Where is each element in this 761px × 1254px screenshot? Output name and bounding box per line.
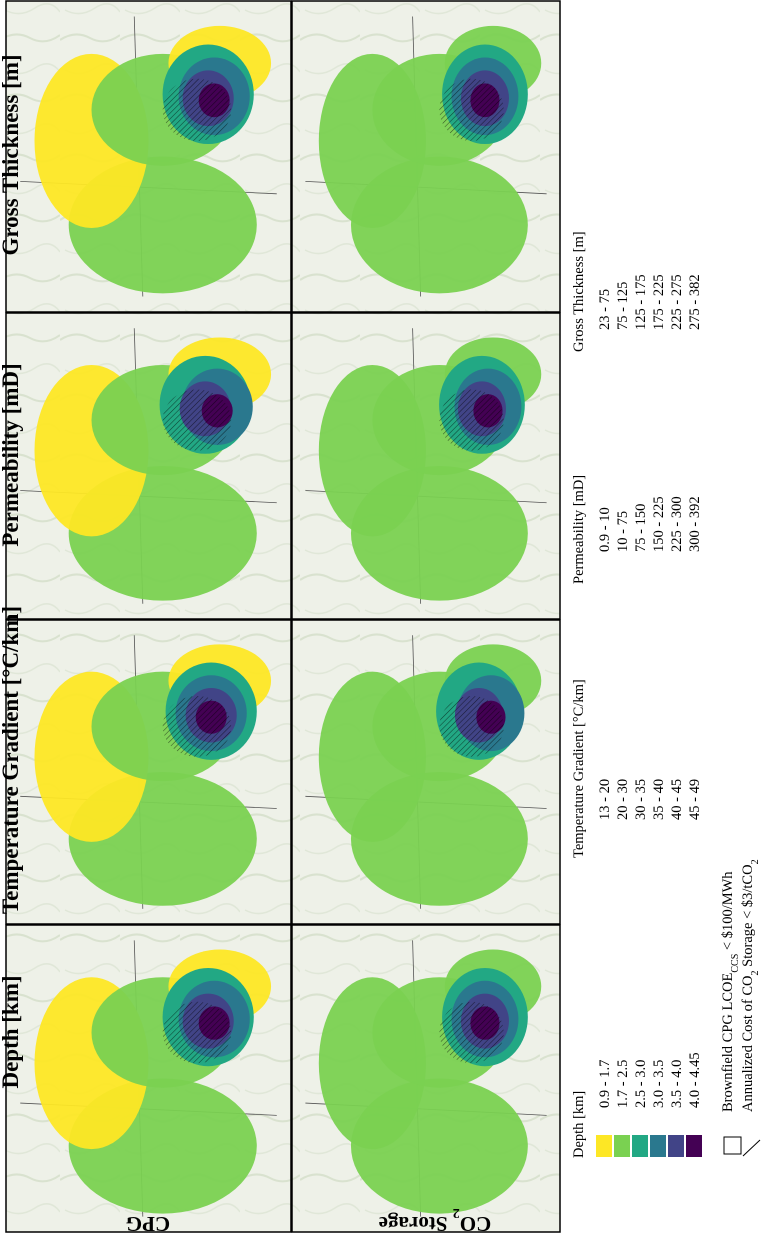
legend-swatch-3 <box>632 1135 648 1157</box>
map-panel-cpg-depth <box>291 924 561 1233</box>
legend-title-gross-thickness: Gross Thickness [m] <box>571 231 587 352</box>
legend-range-2-1: 10 - 75 <box>615 511 631 552</box>
legend-range-0-1: 1.7 - 2.5 <box>615 1060 631 1108</box>
brownfield-box-icon <box>723 1136 742 1155</box>
hatch-zone <box>162 1001 232 1064</box>
legend-title-depth: Depth [km] <box>571 1091 587 1158</box>
hatch-line-icon <box>742 1139 761 1157</box>
hatch-zone <box>162 696 232 757</box>
panel-border <box>291 0 561 313</box>
column-title-gross-thickness: Gross Thickness [m] <box>0 54 23 255</box>
legend-range-0-5: 4.0 - 4.45 <box>687 1052 703 1108</box>
row-label-cpg: CPG <box>126 1212 170 1236</box>
map-panel-cpg-permeability <box>291 312 561 620</box>
hatch-zone <box>439 696 504 757</box>
legend-range-3-3: 175 - 225 <box>651 274 667 330</box>
legend-range-3-5: 275 - 382 <box>687 274 703 330</box>
legend-title-permeability: Permeability [mD] <box>571 475 587 584</box>
legend-swatch-4 <box>650 1135 666 1157</box>
legend-note-annualized-cost: Annualized Cost of CO2 Storage < $3/tCO2 <box>740 859 761 1112</box>
column-title-depth: Depth [km] <box>0 975 23 1088</box>
legend-title-temperature-gradient: Temperature Gradient [°C/km] <box>571 679 587 858</box>
panel-border <box>5 312 292 620</box>
hatch-zone <box>439 78 504 141</box>
hatch-zone <box>162 78 232 141</box>
panel-border <box>291 619 561 925</box>
panel-border <box>5 924 292 1233</box>
panel-border <box>291 312 561 620</box>
legend-range-0-3: 3.0 - 3.5 <box>651 1060 667 1108</box>
map-panel-co2-storage-depth <box>5 924 292 1233</box>
legend-range-3-4: 225 - 275 <box>669 274 685 330</box>
hatch-zone <box>439 1001 504 1064</box>
map-panel-co2-storage-temperature-gradient <box>5 619 292 925</box>
map-panel-co2-storage-gross-thickness <box>5 0 292 313</box>
column-title-temperature-gradient: Temperature Gradient [°C/km] <box>0 606 23 914</box>
row-label-co2-storage: CO2 Storage <box>379 1206 492 1237</box>
legend-range-2-5: 300 - 392 <box>687 496 703 552</box>
legend-range-0-4: 3.5 - 4.0 <box>669 1060 685 1108</box>
panel-border <box>5 619 292 925</box>
legend-range-2-3: 150 - 225 <box>651 496 667 552</box>
panel-border <box>5 0 292 313</box>
legend-note-brownfield: Brownfield CPG LCOECCS < $100/MWh <box>720 871 741 1112</box>
legend-range-1-3: 35 - 40 <box>651 779 667 820</box>
legend-range-1-1: 20 - 30 <box>615 779 631 820</box>
legend-swatch-6 <box>686 1135 702 1157</box>
legend-range-3-2: 125 - 175 <box>633 274 649 330</box>
legend-range-2-2: 75 - 150 <box>633 504 649 552</box>
column-title-permeability: Permeability [mD] <box>0 363 23 546</box>
legend-swatch-1 <box>596 1135 612 1157</box>
legend-range-1-5: 45 - 49 <box>687 779 703 820</box>
legend-range-2-4: 225 - 300 <box>669 496 685 552</box>
panel-border <box>291 924 561 1233</box>
legend-range-1-4: 40 - 45 <box>669 779 685 820</box>
map-panel-co2-storage-permeability <box>5 312 292 620</box>
hatch-zone <box>162 389 232 451</box>
legend-range-3-1: 75 - 125 <box>615 282 631 330</box>
legend-range-3-0: 23 - 75 <box>597 289 613 330</box>
legend-range-2-0: 0.9 - 10 <box>597 507 613 552</box>
legend-range-0-2: 2.5 - 3.0 <box>633 1060 649 1108</box>
legend-range-1-2: 30 - 35 <box>633 779 649 820</box>
map-panel-cpg-temperature-gradient <box>291 619 561 925</box>
legend-swatch-2 <box>614 1135 630 1157</box>
legend-range-0-0: 0.9 - 1.7 <box>597 1060 613 1108</box>
hatch-zone <box>439 389 504 451</box>
legend-range-1-0: 13 - 20 <box>597 779 613 820</box>
legend-swatch-5 <box>668 1135 684 1157</box>
map-panel-cpg-gross-thickness <box>291 0 561 313</box>
